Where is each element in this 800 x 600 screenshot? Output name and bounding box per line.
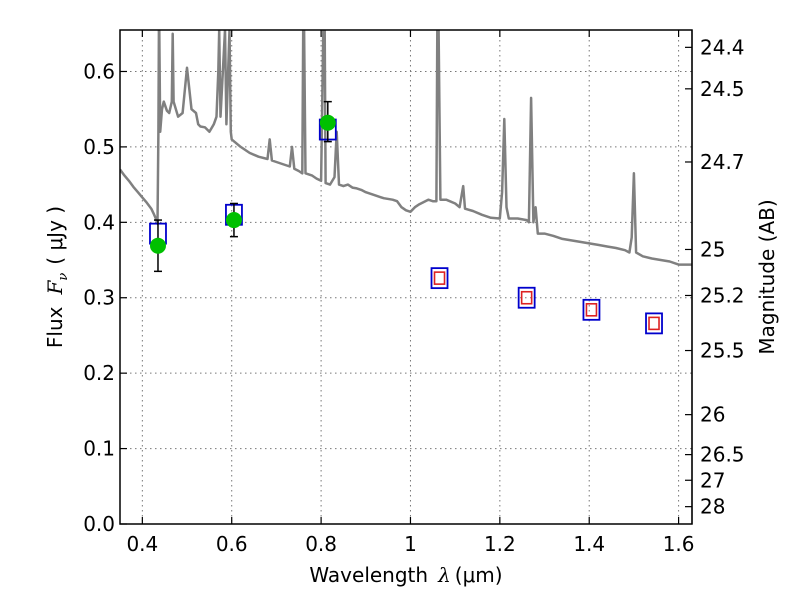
observed-point xyxy=(149,237,166,254)
observed-point xyxy=(319,114,336,131)
model-inner-box xyxy=(585,303,598,317)
y-tick-label: 0.1 xyxy=(83,437,115,461)
spectrum-line xyxy=(120,30,692,266)
x-tick-label: 1.4 xyxy=(573,532,605,556)
y-tick-label: 0.3 xyxy=(83,286,115,310)
x-axis-label: Wavelength λ (μm) xyxy=(309,563,502,587)
y-axis-label: FluxFν( μJy ) xyxy=(43,206,71,348)
y-tick-label: 0.0 xyxy=(83,512,115,536)
y-tick-label: 0.5 xyxy=(83,135,115,159)
model-box xyxy=(517,286,536,309)
y2-tick-label: 26.5 xyxy=(700,443,745,467)
spectrum-layer xyxy=(120,30,692,266)
y2-tick-label: 27 xyxy=(700,468,725,492)
y2-tick-label: 24.4 xyxy=(700,35,745,59)
model-box xyxy=(582,298,601,321)
x-tick-label: 1.6 xyxy=(663,532,695,556)
tick-layer: 0.4 0.6 0.8 1 1.2 1.4 1.6 0.0 0.1 0.2 0.3 0.4 0.5 0.6… xyxy=(83,30,745,556)
observed-point xyxy=(225,212,242,229)
y2-tick-label: 25 xyxy=(700,237,725,261)
x-tick-label: 0.4 xyxy=(126,532,158,556)
x-tick-label: 0.6 xyxy=(216,532,248,556)
x-tick-label: 1 xyxy=(404,532,417,556)
plot-frame xyxy=(119,29,693,525)
x-tick-label: 1.2 xyxy=(484,532,516,556)
x-tick-label: 0.8 xyxy=(305,532,337,556)
y2-tick-label: 24.5 xyxy=(700,77,745,101)
model-inner-box xyxy=(520,290,533,305)
y2-tick-label: 25.2 xyxy=(700,283,745,307)
grid-layer xyxy=(120,30,692,525)
y-tick-label: 0.2 xyxy=(83,361,115,385)
y2-tick-label: 28 xyxy=(700,495,725,519)
model-inner-box xyxy=(433,271,446,285)
model-box xyxy=(430,267,449,290)
y-tick-label: 0.4 xyxy=(83,210,115,234)
y2-tick-label: 25.5 xyxy=(700,339,745,363)
y2-axis-label: Magnitude (AB) xyxy=(755,199,779,354)
y-tick-label: 0.6 xyxy=(83,59,115,83)
marker-layer xyxy=(149,100,663,335)
y2-tick-label: 26 xyxy=(700,403,725,427)
model-inner-box xyxy=(648,316,660,331)
model-box xyxy=(645,312,663,335)
y2-tick-label: 24.7 xyxy=(700,150,745,174)
